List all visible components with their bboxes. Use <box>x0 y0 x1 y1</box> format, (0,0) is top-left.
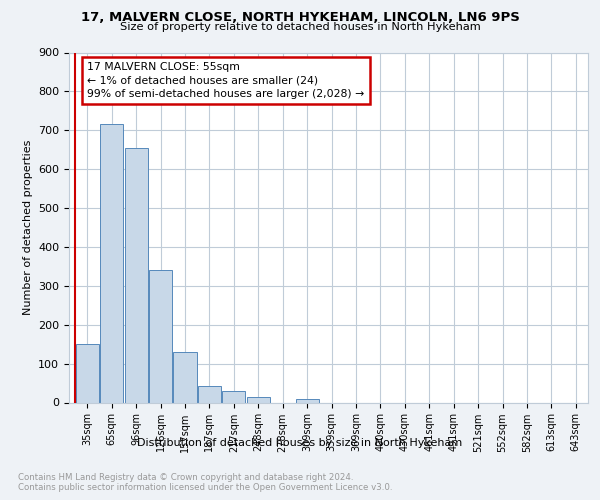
Bar <box>222 391 245 402</box>
Text: Contains HM Land Registry data © Crown copyright and database right 2024.: Contains HM Land Registry data © Crown c… <box>18 472 353 482</box>
Text: 17, MALVERN CLOSE, NORTH HYKEHAM, LINCOLN, LN6 9PS: 17, MALVERN CLOSE, NORTH HYKEHAM, LINCOL… <box>80 11 520 24</box>
Text: 17 MALVERN CLOSE: 55sqm
← 1% of detached houses are smaller (24)
99% of semi-det: 17 MALVERN CLOSE: 55sqm ← 1% of detached… <box>88 62 365 98</box>
Bar <box>198 386 221 402</box>
Bar <box>76 344 99 403</box>
Bar <box>296 398 319 402</box>
Text: Distribution of detached houses by size in North Hykeham: Distribution of detached houses by size … <box>137 438 463 448</box>
Bar <box>149 270 172 402</box>
Bar <box>247 398 270 402</box>
Text: Contains public sector information licensed under the Open Government Licence v3: Contains public sector information licen… <box>18 484 392 492</box>
Bar <box>125 148 148 403</box>
Bar <box>173 352 197 403</box>
Bar <box>100 124 124 402</box>
Text: Size of property relative to detached houses in North Hykeham: Size of property relative to detached ho… <box>119 22 481 32</box>
Y-axis label: Number of detached properties: Number of detached properties <box>23 140 32 315</box>
